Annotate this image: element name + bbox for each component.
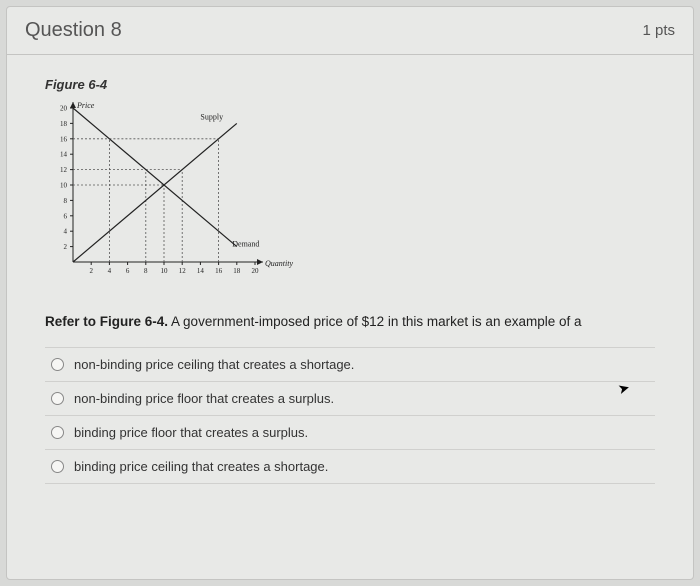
radio-icon[interactable] (51, 392, 64, 405)
svg-text:8: 8 (144, 267, 148, 275)
question-card: Question 8 1 pts Figure 6-4 2 4 6 8 10 12 14 16… (6, 6, 694, 580)
figure-label: Figure 6-4 (45, 77, 655, 92)
question-title: Question 8 (25, 19, 122, 42)
svg-text:10: 10 (161, 267, 169, 275)
svg-text:4: 4 (64, 228, 68, 236)
svg-text:Demand: Demand (232, 240, 259, 249)
radio-icon[interactable] (51, 460, 64, 473)
option-row[interactable]: binding price floor that creates a surpl… (45, 415, 655, 449)
chart-svg: 2 4 6 8 10 12 14 16 18 20 2 4 6 8 10 12 14 16 18 20 Price Qua… (45, 96, 305, 286)
supply-demand-chart: 2 4 6 8 10 12 14 16 18 20 2 4 6 8 10 12 14 16 18 20 Price Qua… (45, 96, 305, 286)
svg-text:18: 18 (233, 267, 241, 275)
option-label: non-binding price floor that creates a s… (74, 391, 334, 406)
svg-text:20: 20 (60, 105, 68, 113)
question-prompt: Refer to Figure 6-4. A government-impose… (45, 314, 655, 329)
option-row[interactable]: binding price ceiling that creates a sho… (45, 449, 655, 484)
svg-text:18: 18 (60, 120, 68, 128)
svg-text:Supply: Supply (200, 113, 223, 122)
svg-text:Quantity: Quantity (265, 259, 293, 268)
svg-text:4: 4 (108, 267, 112, 275)
prompt-prefix: Refer to Figure 6-4. (45, 314, 168, 329)
option-label: binding price floor that creates a surpl… (74, 425, 308, 440)
svg-text:8: 8 (64, 197, 68, 205)
svg-text:10: 10 (60, 182, 68, 190)
option-label: non-binding price ceiling that creates a… (74, 357, 354, 372)
svg-text:6: 6 (64, 212, 68, 220)
option-row[interactable]: non-binding price ceiling that creates a… (45, 347, 655, 381)
svg-text:14: 14 (60, 151, 68, 159)
svg-text:14: 14 (197, 267, 205, 275)
option-label: binding price ceiling that creates a sho… (74, 459, 328, 474)
svg-text:12: 12 (179, 267, 187, 275)
svg-text:2: 2 (64, 243, 68, 251)
question-header: Question 8 1 pts (7, 7, 693, 55)
options-list: non-binding price ceiling that creates a… (45, 347, 655, 484)
option-row[interactable]: non-binding price floor that creates a s… (45, 381, 655, 415)
question-points: 1 pts (642, 22, 675, 39)
svg-text:20: 20 (252, 267, 260, 275)
svg-text:2: 2 (89, 267, 93, 275)
svg-text:16: 16 (60, 135, 68, 143)
question-body: Figure 6-4 2 4 6 8 10 12 14 16 18 20 2 4 6 8 10 12 14 16 1… (7, 55, 693, 498)
svg-text:Price: Price (76, 101, 95, 110)
svg-text:16: 16 (215, 267, 223, 275)
prompt-rest: A government-imposed price of $12 in thi… (168, 314, 581, 329)
radio-icon[interactable] (51, 358, 64, 371)
radio-icon[interactable] (51, 426, 64, 439)
svg-text:12: 12 (60, 166, 68, 174)
svg-text:6: 6 (126, 267, 130, 275)
